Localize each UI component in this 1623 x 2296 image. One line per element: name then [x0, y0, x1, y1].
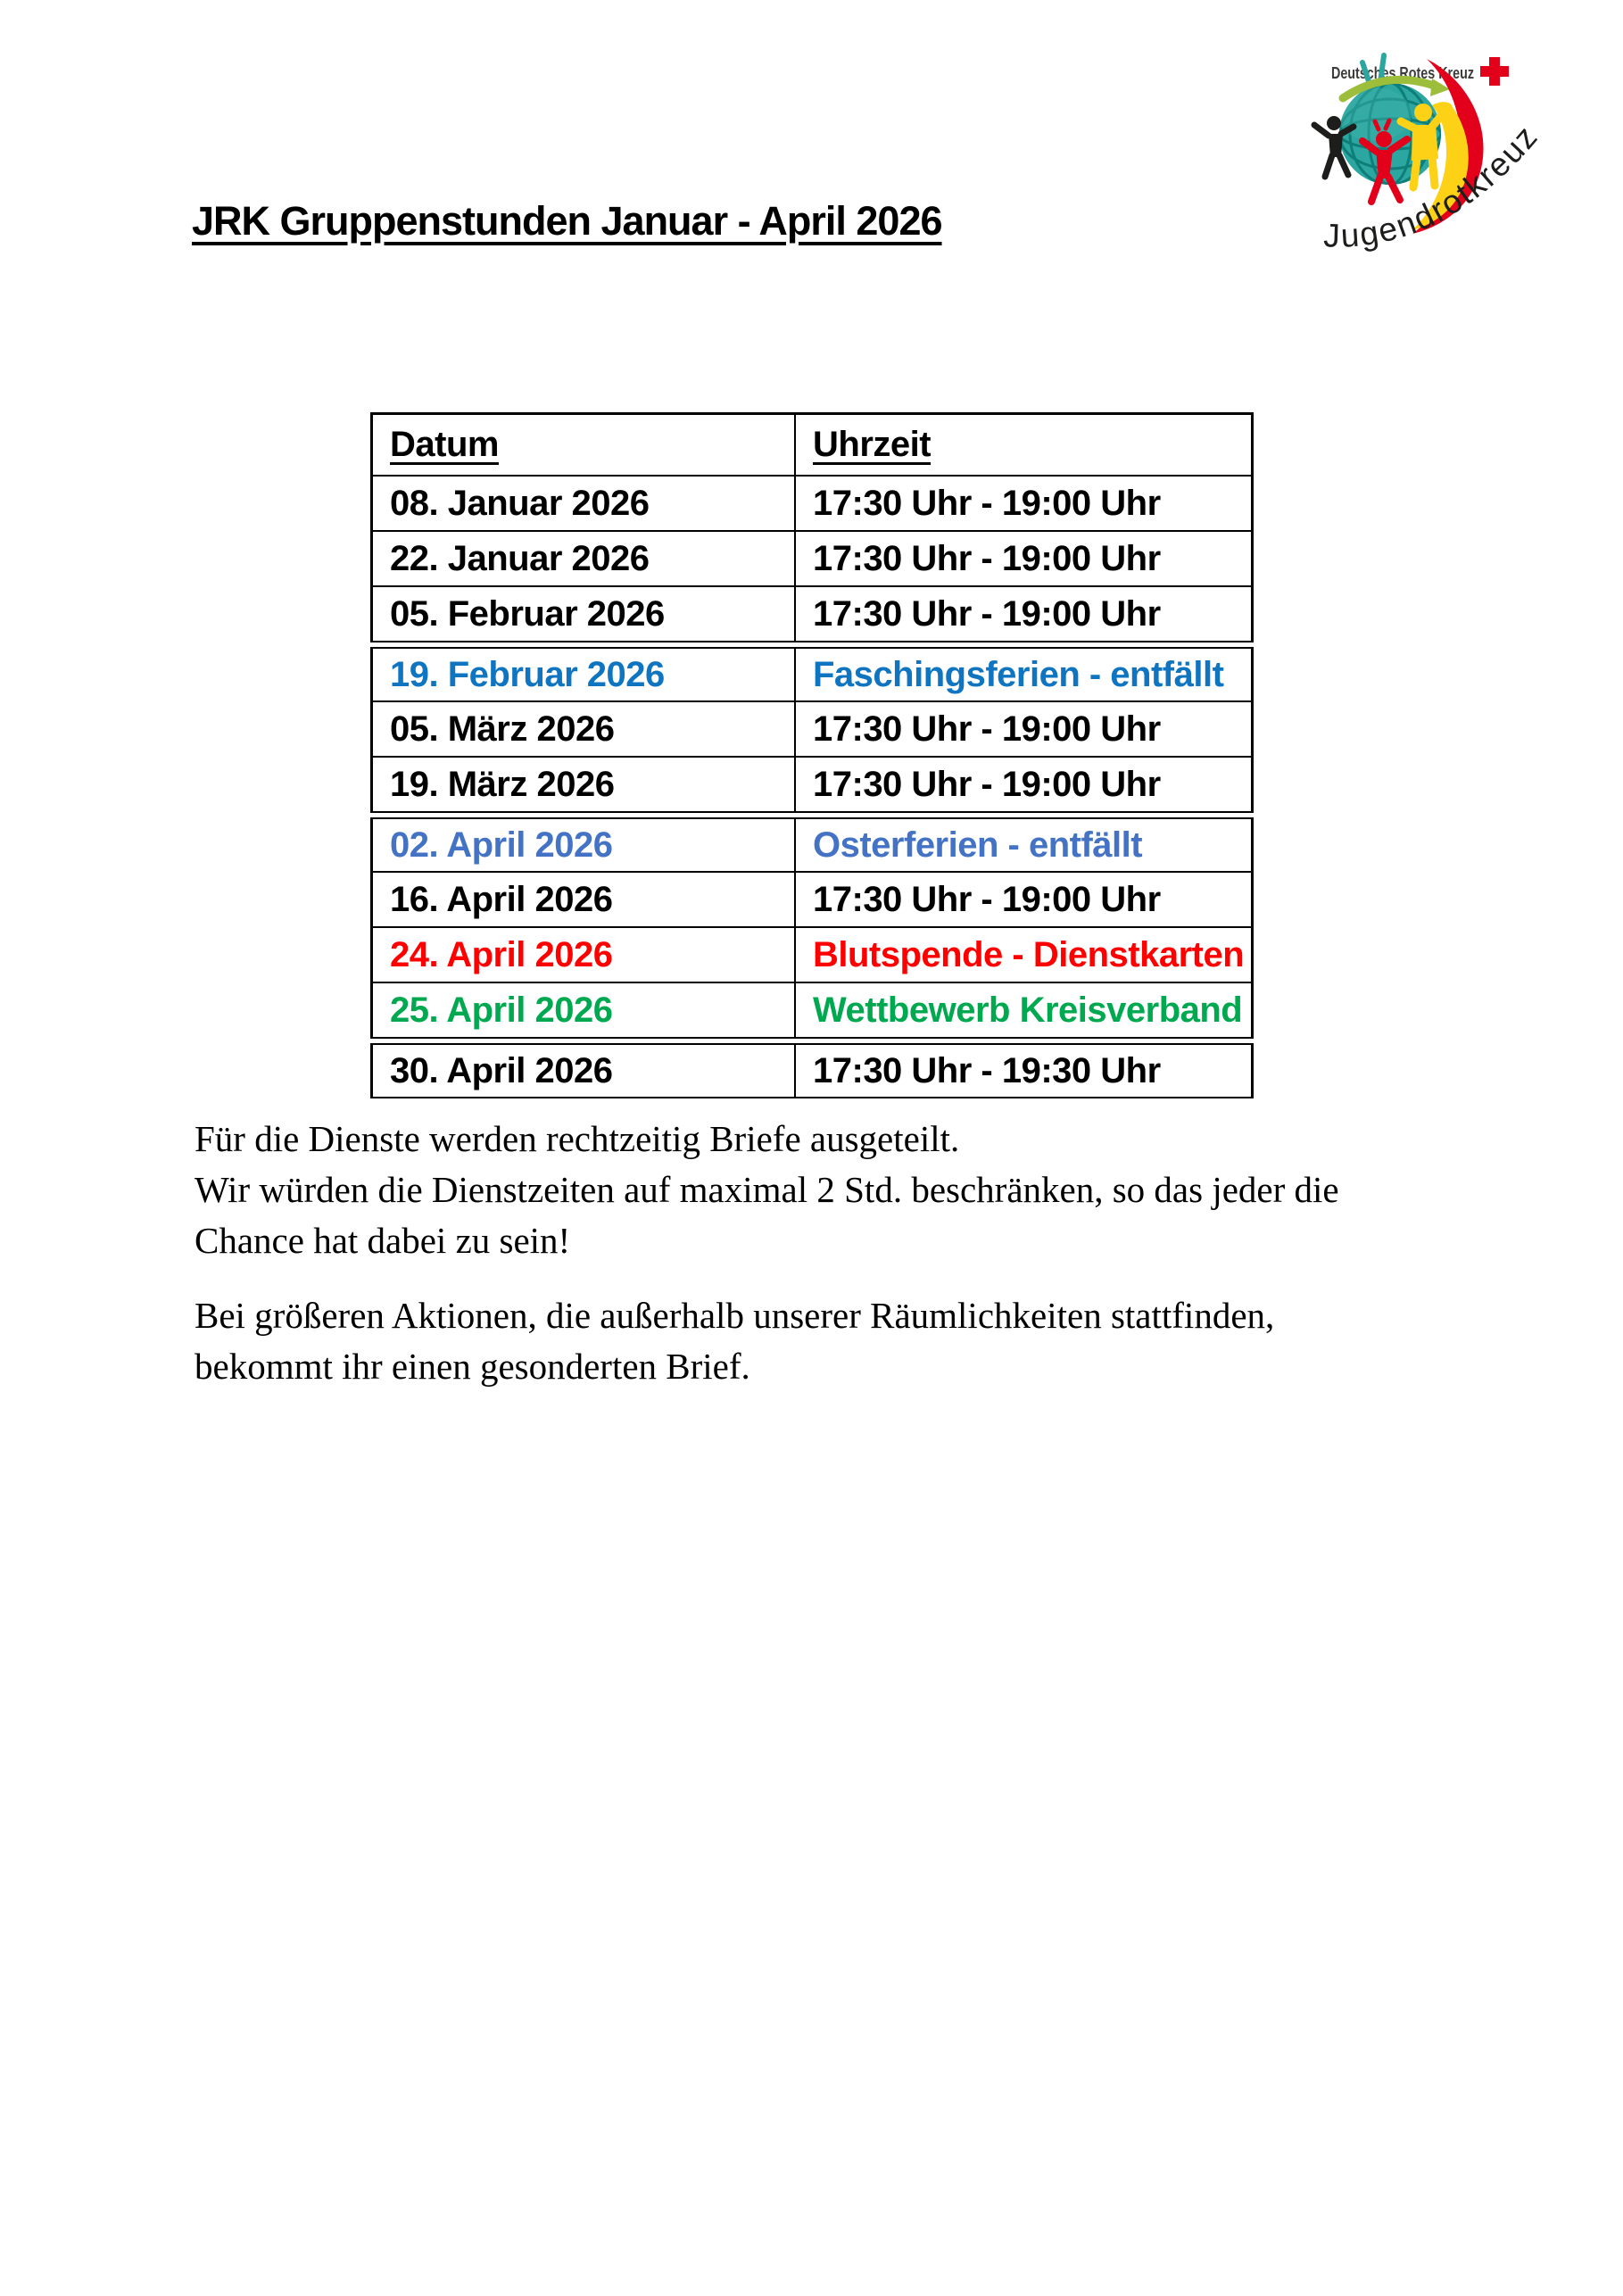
datum-cell: 05. Februar 2026 — [373, 587, 796, 641]
uhrzeit-header-label: Uhrzeit — [813, 425, 932, 464]
uhrzeit-cell: 17:30 Uhr - 19:00 Uhr — [813, 593, 1161, 634]
uhrzeit-cell: 17:30 Uhr - 19:30 Uhr — [813, 1050, 1161, 1090]
schedule-table-body: 08. Januar 2026 17:30 Uhr - 19:00 Uhr 22… — [370, 477, 1254, 1098]
datum-cell: 25. April 2026 — [373, 983, 796, 1037]
uhrzeit-cell: 17:30 Uhr - 19:00 Uhr — [813, 764, 1161, 804]
table-row: 22. Januar 2026 17:30 Uhr - 19:00 Uhr — [370, 532, 1254, 587]
uhrzeit-cell: 17:30 Uhr - 19:00 Uhr — [813, 879, 1161, 919]
datum-header-cell: Datum — [373, 415, 796, 475]
red-figure — [1359, 118, 1411, 205]
paragraph-line: Für die Dienste werden rechtzeitig Brief… — [195, 1118, 960, 1159]
datum-cell: 19. März 2026 — [373, 758, 796, 811]
table-row: 25. April 2026 Wettbewerb Kreisverband — [370, 983, 1254, 1039]
datum-header-label: Datum — [390, 425, 499, 464]
datum-cell: 05. März 2026 — [373, 702, 796, 756]
uhrzeit-cell: Wettbewerb Kreisverband — [813, 990, 1243, 1030]
schedule-table: Datum Uhrzeit 08. Januar 2026 17:30 Uhr … — [370, 412, 1254, 1098]
table-row: 30. April 2026 17:30 Uhr - 19:30 Uhr — [370, 1043, 1254, 1098]
datum-cell: 02. April 2026 — [373, 819, 796, 871]
table-row: 02. April 2026 Osterferien - entfällt — [370, 817, 1254, 873]
uhrzeit-header-cell: Uhrzeit — [796, 415, 1251, 475]
uhrzeit-cell: 17:30 Uhr - 19:00 Uhr — [813, 709, 1161, 749]
green-swish — [1338, 75, 1450, 103]
notes-paragraph-2: Bei größeren Aktionen, die außerhalb uns… — [195, 1290, 1274, 1392]
datum-cell: 19. Februar 2026 — [373, 649, 796, 700]
uhrzeit-cell: Blutspende - Dienstkarten — [813, 934, 1245, 974]
uhrzeit-cell: 17:30 Uhr - 19:00 Uhr — [813, 483, 1161, 523]
uhrzeit-cell: 17:30 Uhr - 19:00 Uhr — [813, 538, 1161, 578]
paragraph-line: Wir würden die Dienstzeiten auf maximal … — [195, 1169, 1339, 1210]
logo-graphic: Deutsches Rotes Kreuz — [1311, 53, 1544, 254]
notes-paragraph-1: Für die Dienste werden rechtzeitig Brief… — [195, 1114, 1339, 1266]
datum-cell: 22. Januar 2026 — [373, 532, 796, 585]
table-row: 16. April 2026 17:30 Uhr - 19:00 Uhr — [370, 873, 1254, 928]
yellow-figure — [1396, 103, 1453, 192]
yellow-crescent — [1412, 102, 1469, 230]
table-header-row: Datum Uhrzeit — [370, 412, 1254, 477]
table-row: 05. März 2026 17:30 Uhr - 19:00 Uhr — [370, 702, 1254, 758]
page-title: JRK Gruppenstunden Januar - April 2026 — [192, 198, 943, 244]
uhrzeit-cell: Faschingsferien - entfällt — [813, 654, 1224, 694]
table-row: 08. Januar 2026 17:30 Uhr - 19:00 Uhr — [370, 477, 1254, 532]
red-cross-icon — [1480, 57, 1509, 86]
red-crescent — [1412, 59, 1484, 234]
datum-cell: 08. Januar 2026 — [373, 477, 796, 530]
table-row: 05. Februar 2026 17:30 Uhr - 19:00 Uhr — [370, 587, 1254, 642]
paragraph-line: bekommt ihr einen gesonderten Brief. — [195, 1346, 750, 1387]
table-row: 19. März 2026 17:30 Uhr - 19:00 Uhr — [370, 758, 1254, 813]
paragraph-line: Chance hat dabei zu sein! — [195, 1220, 571, 1261]
datum-cell: 24. April 2026 — [373, 928, 796, 982]
datum-cell: 30. April 2026 — [373, 1045, 796, 1097]
black-figure — [1311, 116, 1357, 180]
datum-cell: 16. April 2026 — [373, 873, 796, 926]
table-row: 19. Februar 2026 Faschingsferien - entfä… — [370, 647, 1254, 702]
uhrzeit-cell: Osterferien - entfällt — [813, 825, 1143, 865]
table-row: 24. April 2026 Blutspende - Dienstkarten — [370, 928, 1254, 983]
paragraph-line: Bei größeren Aktionen, die außerhalb uns… — [195, 1295, 1275, 1336]
drk-jugendrotkreuz-logo: Deutsches Rotes Kreuz — [1298, 34, 1602, 270]
